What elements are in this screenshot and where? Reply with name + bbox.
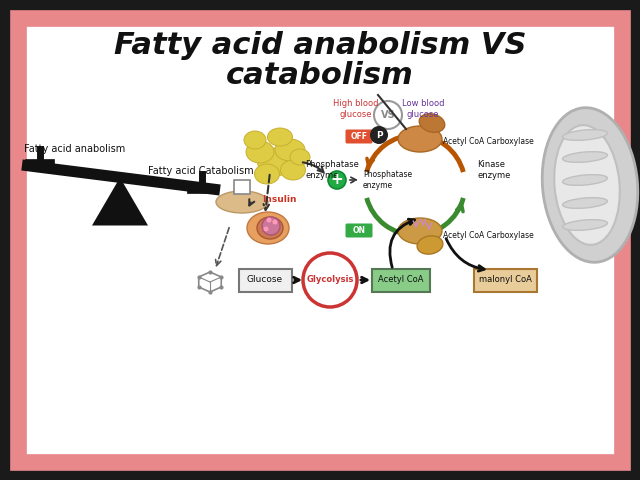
Text: Fatty acid anabolism: Fatty acid anabolism [24, 144, 125, 154]
FancyBboxPatch shape [346, 130, 372, 144]
FancyBboxPatch shape [371, 268, 429, 291]
Ellipse shape [216, 191, 268, 213]
Ellipse shape [247, 212, 289, 244]
Ellipse shape [246, 141, 274, 163]
Text: Low blood
glucose: Low blood glucose [402, 99, 444, 119]
Ellipse shape [255, 164, 280, 184]
Text: Acetyl CoA Carboxylase: Acetyl CoA Carboxylase [443, 231, 534, 240]
FancyBboxPatch shape [474, 268, 536, 291]
FancyBboxPatch shape [239, 268, 291, 291]
Ellipse shape [563, 130, 607, 140]
Circle shape [374, 101, 402, 129]
FancyBboxPatch shape [346, 224, 372, 238]
Ellipse shape [268, 128, 292, 146]
Ellipse shape [563, 220, 607, 230]
Ellipse shape [275, 139, 305, 161]
FancyBboxPatch shape [234, 180, 250, 194]
Text: +: + [331, 172, 344, 188]
Text: Acetyl CoA: Acetyl CoA [378, 276, 423, 285]
Circle shape [273, 219, 278, 225]
Text: Fatty acid Catabolism: Fatty acid Catabolism [148, 166, 253, 176]
Text: VS: VS [381, 110, 396, 120]
Circle shape [262, 217, 280, 235]
Text: Phosphatase
enzyme: Phosphatase enzyme [305, 160, 359, 180]
Ellipse shape [280, 160, 305, 180]
Circle shape [303, 253, 357, 307]
Ellipse shape [554, 125, 620, 245]
Text: Glycolysis: Glycolysis [307, 276, 354, 285]
Text: OFF: OFF [351, 132, 367, 141]
Circle shape [370, 126, 388, 144]
Text: malonyl CoA: malonyl CoA [479, 276, 531, 285]
Text: catabolism: catabolism [226, 60, 414, 89]
Text: Kinase
enzyme: Kinase enzyme [477, 160, 510, 180]
Ellipse shape [244, 131, 266, 149]
Text: Insulin: Insulin [262, 195, 296, 204]
Text: Fatty acid anabolism VS: Fatty acid anabolism VS [114, 31, 526, 60]
Ellipse shape [542, 108, 638, 262]
Polygon shape [92, 178, 148, 226]
Text: High blood
glucose: High blood glucose [333, 99, 379, 119]
Ellipse shape [398, 218, 442, 244]
Circle shape [328, 171, 346, 189]
Ellipse shape [290, 149, 310, 165]
Ellipse shape [563, 175, 607, 185]
Ellipse shape [417, 236, 443, 254]
Circle shape [266, 217, 271, 223]
Ellipse shape [563, 152, 607, 162]
Polygon shape [199, 272, 221, 292]
Ellipse shape [257, 148, 292, 176]
FancyBboxPatch shape [18, 18, 622, 462]
Text: Glucose: Glucose [247, 276, 283, 285]
Ellipse shape [419, 114, 445, 132]
Ellipse shape [398, 126, 442, 152]
Text: Acetyl CoA Carboxylase: Acetyl CoA Carboxylase [443, 137, 534, 146]
Circle shape [264, 227, 269, 231]
Text: Phosphatase
enzyme: Phosphatase enzyme [363, 170, 412, 190]
Ellipse shape [563, 198, 607, 208]
Ellipse shape [257, 217, 283, 239]
Text: ON: ON [353, 226, 365, 235]
Text: P: P [376, 131, 382, 140]
